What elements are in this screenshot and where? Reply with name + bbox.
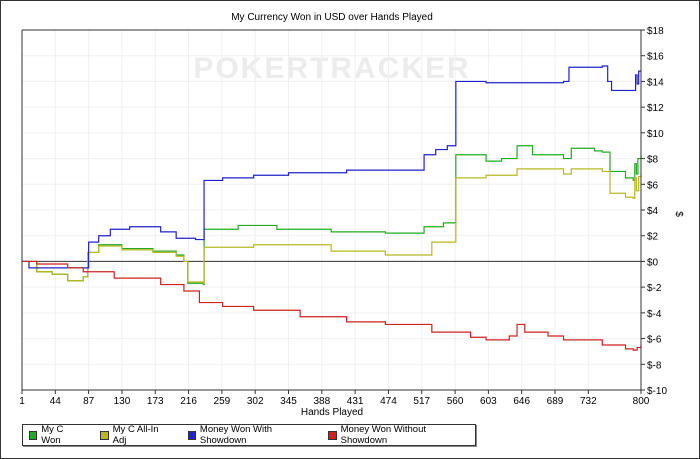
x-tick-label: 388: [313, 396, 330, 407]
legend-swatch: [29, 430, 38, 440]
series-line-money-won-without-showdown: [22, 260, 642, 351]
chart-title: My Currency Won in USD over Hands Played: [231, 12, 433, 23]
legend: My C Won My C All-In Adj Money Won With Sh…: [22, 424, 476, 446]
y-axis-label: $: [673, 211, 684, 217]
x-tick-label: 560: [447, 396, 464, 407]
y-tick-label: $2: [647, 232, 659, 243]
y-tick-label: $6: [647, 180, 659, 191]
y-tick-label: $-4: [647, 309, 662, 320]
x-tick-label: 173: [147, 396, 164, 407]
x-tick-label: 87: [83, 396, 95, 407]
y-tick-label: $16: [647, 52, 664, 63]
legend-item: Money Won With Showdown: [187, 424, 309, 446]
x-tick-label: 259: [214, 396, 231, 407]
y-tick-label: $-10: [647, 386, 667, 397]
y-tick-label: $0: [647, 257, 659, 268]
x-tick-label: 431: [347, 396, 364, 407]
y-tick-label: $18: [647, 26, 664, 37]
series-line-my-c-all-in-adj: [22, 168, 642, 284]
y-tick-label: $4: [647, 206, 659, 217]
x-tick-label: 603: [480, 396, 497, 407]
x-tick-label: 732: [580, 396, 597, 407]
legend-item: My C All-In Adj: [100, 424, 167, 446]
legend-label: My C Won: [41, 424, 64, 446]
y-tick-label: $-6: [647, 335, 662, 346]
x-tick-label: 302: [247, 396, 264, 407]
legend-swatch: [328, 430, 337, 440]
x-tick-label: 517: [413, 396, 430, 407]
y-tick-label: $10: [647, 129, 664, 140]
legend-label: Money Won With Showdown: [199, 424, 273, 446]
y-tick-label: $-8: [647, 360, 662, 371]
y-tick-label: $14: [647, 77, 664, 88]
legend-swatch: [187, 430, 196, 440]
y-tick-label: $12: [647, 103, 664, 114]
x-tick-label: 689: [547, 396, 564, 407]
x-tick-label: 800: [633, 396, 650, 407]
legend-label: My C All-In Adj: [112, 424, 159, 446]
x-tick-label: 474: [380, 396, 397, 407]
legend-item: My C Won: [29, 424, 80, 446]
x-tick-label: 646: [513, 396, 530, 407]
watermark-logo: POKERTRACKER: [193, 52, 470, 85]
series-line-money-won-with-showdown: [22, 65, 641, 269]
y-tick-label: $-2: [647, 283, 662, 294]
x-tick-label: 216: [180, 396, 197, 407]
y-tick-label: $8: [647, 155, 659, 166]
legend-swatch: [100, 430, 109, 440]
x-tick-label: 345: [280, 396, 297, 407]
x-tick-label: 1: [19, 396, 25, 407]
legend-label: Money Won Without Showdown: [340, 424, 427, 446]
x-tick-label: 130: [114, 396, 131, 407]
x-axis-label: Hands Played: [301, 407, 363, 418]
legend-item: Money Won Without Showdown: [328, 424, 461, 446]
series-line-my-c-won: [22, 145, 642, 286]
x-tick-label: 44: [50, 396, 62, 407]
